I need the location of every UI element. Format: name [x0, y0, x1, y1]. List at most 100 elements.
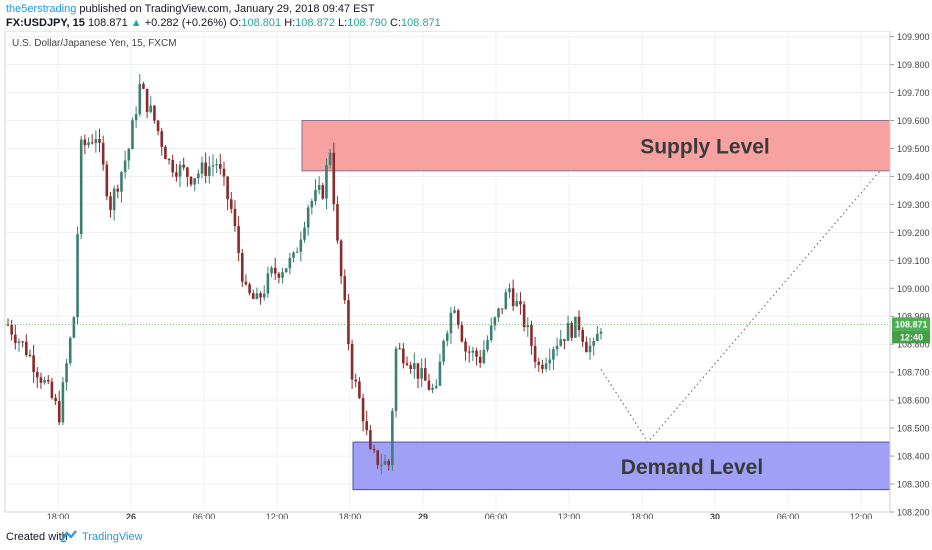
candle-body	[365, 421, 369, 431]
candle-body	[438, 361, 442, 386]
candle-body	[178, 164, 182, 177]
low-label: L:	[338, 17, 348, 29]
candle-body	[35, 372, 39, 378]
candle-body	[123, 160, 127, 172]
candles-group	[6, 74, 603, 474]
y-tick-label: 109.000	[897, 284, 930, 294]
price-chart[interactable]: 109.900 109.800 109.700 109.600 109.500 109.4…	[0, 31, 932, 519]
candle-body	[599, 331, 603, 334]
candle-body	[266, 273, 270, 294]
candle-body	[423, 368, 427, 381]
candle-body	[570, 323, 574, 338]
candle-body	[372, 448, 376, 451]
candle-body	[486, 340, 489, 350]
candle-body	[453, 310, 456, 313]
candle-body	[413, 363, 416, 370]
y-tick-label: 108.500	[897, 424, 930, 434]
candle-body	[76, 234, 79, 318]
candle-body	[475, 350, 478, 357]
candle-body	[101, 142, 105, 165]
candle-body	[167, 159, 171, 161]
candle-body	[219, 164, 222, 169]
candle-body	[321, 185, 325, 199]
candle-body	[182, 164, 186, 168]
plot-frame	[4, 31, 891, 513]
candle-body	[244, 281, 248, 285]
candle-body	[314, 189, 317, 202]
candle-body	[251, 293, 255, 299]
candle-body	[134, 114, 138, 121]
y-tick-label: 109.200	[897, 228, 930, 238]
x-tick-label: 12:00	[266, 512, 289, 519]
candle-body	[394, 348, 398, 411]
last-price-tag	[892, 317, 930, 331]
candle-body	[420, 368, 423, 379]
high-label: H:	[284, 17, 296, 29]
candle-body	[511, 288, 515, 307]
tradingview-logo-icon[interactable]	[60, 529, 78, 546]
candle-body	[281, 272, 284, 278]
candle-body	[555, 345, 559, 350]
candle-body	[105, 164, 109, 197]
x-tick-label: 18:00	[339, 512, 362, 519]
candle-body	[65, 363, 68, 383]
chart-title: U.S. Dollar/Japanese Yen, 15, FXCM	[12, 38, 177, 49]
candle-body	[456, 310, 460, 326]
candle-body	[270, 267, 273, 274]
candle-body	[295, 251, 299, 253]
candle-body	[17, 341, 21, 343]
candle-body	[336, 204, 339, 241]
high-value: 108.872	[295, 17, 335, 29]
candle-body	[493, 317, 497, 326]
candle-body	[380, 464, 383, 466]
candle-body	[445, 333, 449, 341]
publish-info: the5erstrading published on TradingView.…	[6, 3, 375, 15]
candle-body	[299, 239, 303, 252]
candle-body	[255, 293, 259, 299]
candle-body	[358, 381, 361, 398]
candle-body	[28, 354, 32, 356]
candle-body	[497, 308, 500, 318]
candle-body	[552, 349, 555, 360]
candle-body	[215, 164, 218, 166]
candle-body	[482, 349, 486, 363]
candle-body	[189, 176, 193, 185]
candle-body	[164, 146, 167, 160]
y-tick-label: 109.600	[897, 116, 930, 126]
candle-body	[149, 105, 153, 112]
countdown-tag	[892, 330, 930, 344]
candle-body	[427, 380, 431, 390]
candle-body	[431, 387, 434, 390]
candle-body	[317, 185, 321, 190]
y-tick-label: 109.700	[897, 88, 930, 98]
candle-body	[574, 316, 577, 338]
candle-body	[306, 207, 310, 228]
candle-body	[208, 166, 211, 176]
candle-body	[259, 293, 262, 298]
candle-body	[592, 341, 595, 346]
x-tick-label: 18:00	[47, 512, 70, 519]
y-tick-label: 109.400	[897, 172, 930, 182]
candle-body	[471, 350, 475, 353]
candle-body	[588, 345, 592, 353]
candle-body	[500, 308, 504, 310]
x-tick-label: 30	[710, 512, 720, 519]
candle-body	[325, 165, 328, 199]
candle-body	[175, 172, 178, 177]
candle-body	[226, 176, 229, 200]
candle-body	[262, 293, 266, 298]
y-tick-label: 108.900	[897, 312, 930, 322]
candle-body	[200, 162, 204, 174]
zone-label: Supply Level	[640, 136, 770, 159]
candle-body	[109, 196, 112, 210]
candle-body	[416, 363, 420, 379]
candle-body	[504, 292, 508, 310]
tradingview-brand-link[interactable]: TradingView	[82, 531, 143, 543]
chart-area[interactable]: 109.900 109.800 109.700 109.600 109.500 109.4…	[0, 31, 932, 519]
close-value: 108.871	[401, 17, 441, 29]
countdown-label: 12:40	[900, 332, 923, 342]
author-link[interactable]: the5erstrading	[6, 3, 77, 15]
candle-body	[32, 355, 35, 373]
candle-body	[581, 329, 584, 342]
y-tick-label: 108.200	[897, 508, 930, 518]
